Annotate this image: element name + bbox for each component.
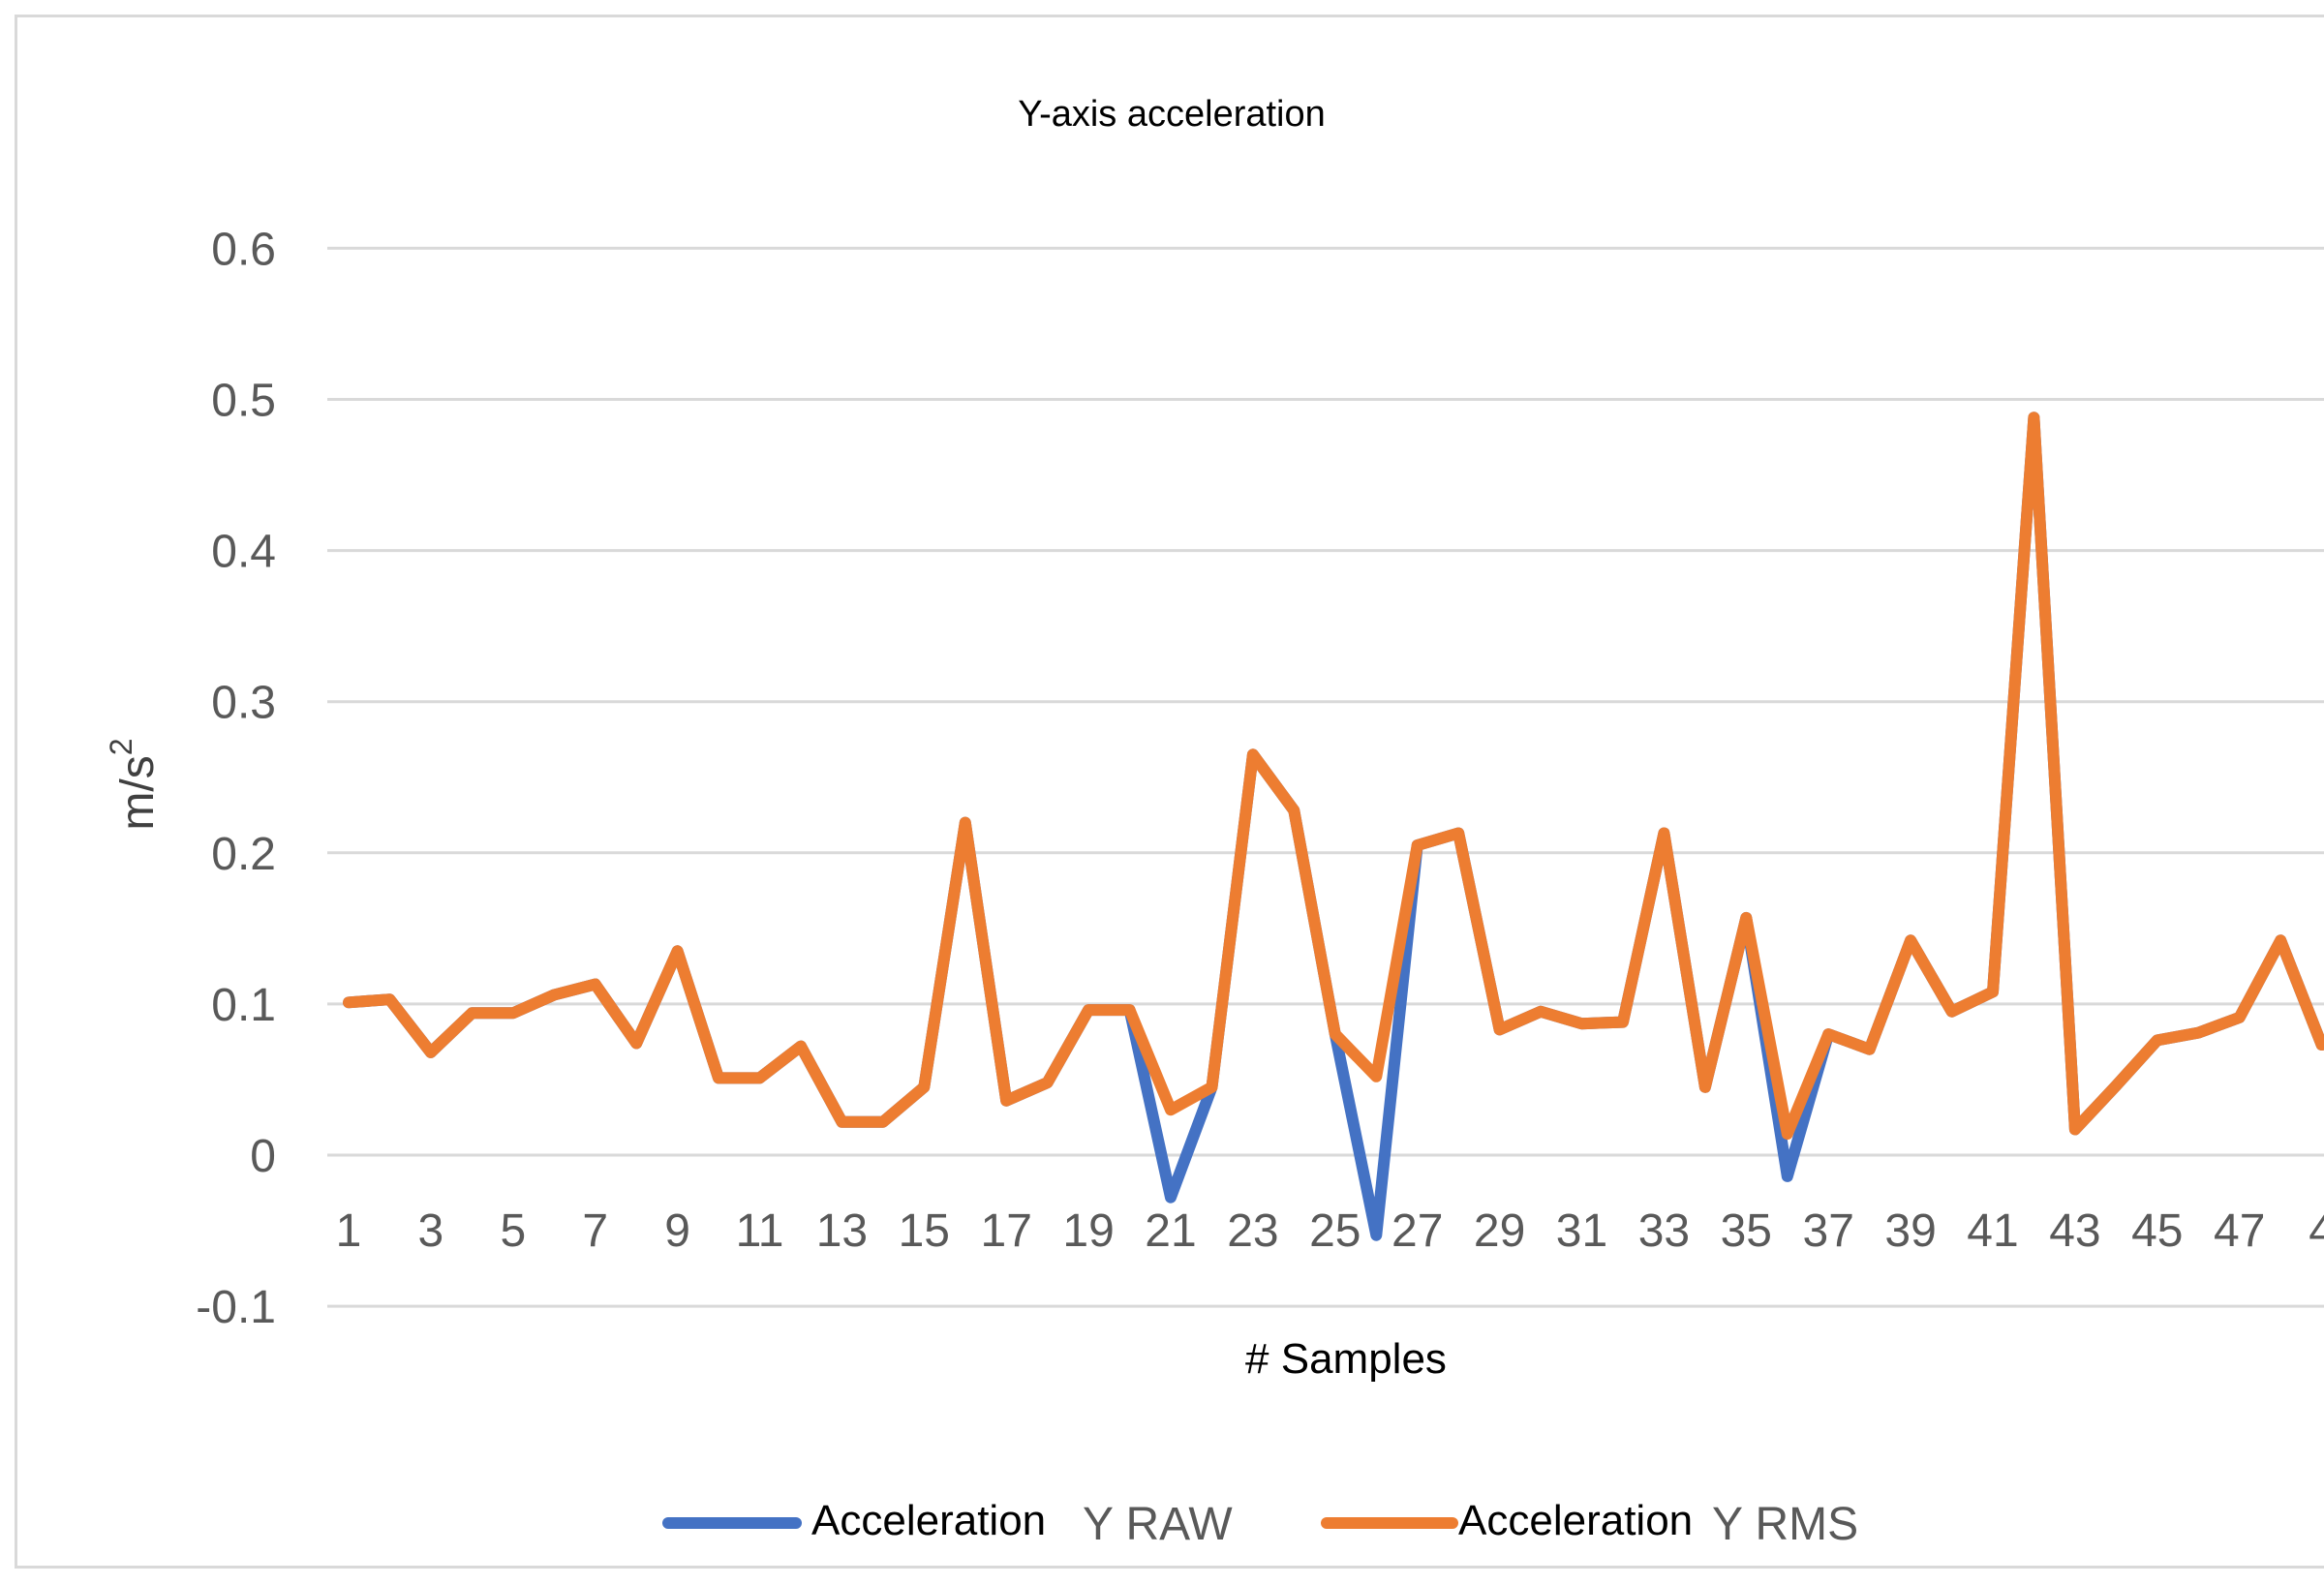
x-tick-label: 47: [2214, 1205, 2265, 1257]
x-tick-label: 15: [899, 1205, 950, 1257]
gridlines: [327, 246, 2324, 1308]
y-tick-label: 0.6: [211, 224, 276, 275]
y-tick-label: 0.2: [211, 829, 276, 880]
y-tick-label: 0.3: [211, 678, 276, 729]
x-tick-label: 33: [1638, 1205, 1690, 1257]
legend-label-rms-suffix: Y RMS: [1712, 1499, 1858, 1550]
x-tick-label: 45: [2131, 1205, 2183, 1257]
x-tick-label: 11: [736, 1205, 784, 1257]
y-tick-label: -0.1: [196, 1282, 276, 1333]
x-tick-label: 39: [1884, 1205, 1936, 1257]
x-axis-ticks: 1 3 5 7 9 11 13 15 17 19 21 23 25 27 29 31 33 35 37 39 41 43 4…: [336, 1205, 2324, 1257]
x-tick-label: 25: [1309, 1205, 1361, 1257]
x-tick-label: 41: [1967, 1205, 2018, 1257]
x-tick-label: 19: [1062, 1205, 1114, 1257]
legend-label-rms-main: Acceleration: [1458, 1497, 1693, 1544]
legend-label-raw-main: Acceleration: [811, 1497, 1046, 1544]
x-tick-label: 35: [1721, 1205, 1772, 1257]
x-tick-label: 43: [2049, 1205, 2100, 1257]
x-tick-label: 9: [664, 1205, 690, 1257]
x-tick-label: 21: [1145, 1205, 1196, 1257]
x-tick-label: 4: [2309, 1205, 2324, 1257]
x-tick-label: 17: [981, 1205, 1032, 1257]
x-tick-label: 1: [336, 1205, 362, 1257]
chart-title: Y-axis acceleration: [1018, 94, 1326, 135]
svg-text:m/s2: m/s2: [104, 738, 164, 830]
x-tick-label: 7: [582, 1205, 608, 1257]
x-tick-label: 31: [1556, 1205, 1607, 1257]
legend-label-raw-suffix: Y RAW: [1083, 1499, 1233, 1550]
x-tick-label: 23: [1227, 1205, 1278, 1257]
y-tick-label: 0.5: [211, 376, 276, 427]
y-tick-label: 0: [250, 1131, 276, 1182]
x-tick-label: 5: [500, 1205, 526, 1257]
y-axis-label-exponent: 2: [104, 738, 138, 755]
y-tick-label: 0.4: [211, 527, 276, 578]
chart-frame: [15, 15, 2324, 1569]
x-tick-label: 27: [1391, 1205, 1443, 1257]
y-axis-ticks: 0.6 0.5 0.4 0.3 0.2 0.1 0 -0.1: [196, 224, 276, 1333]
y-tick-label: 0.1: [211, 980, 276, 1031]
series-line-y-rms: [343, 411, 2324, 1141]
x-axis-label: # Samples: [1245, 1335, 1447, 1383]
x-tick-label: 3: [418, 1205, 444, 1257]
legend: Acceleration Y RAW Acceleration Y RMS: [662, 1497, 1858, 1550]
x-tick-label: 37: [1803, 1205, 1854, 1257]
x-tick-label: 13: [816, 1205, 868, 1257]
y-axis-label: m/s2: [104, 738, 164, 830]
series-lines: [343, 411, 2324, 1241]
x-tick-label: 29: [1474, 1205, 1525, 1257]
y-axis-label-unit: m/s: [112, 755, 164, 830]
